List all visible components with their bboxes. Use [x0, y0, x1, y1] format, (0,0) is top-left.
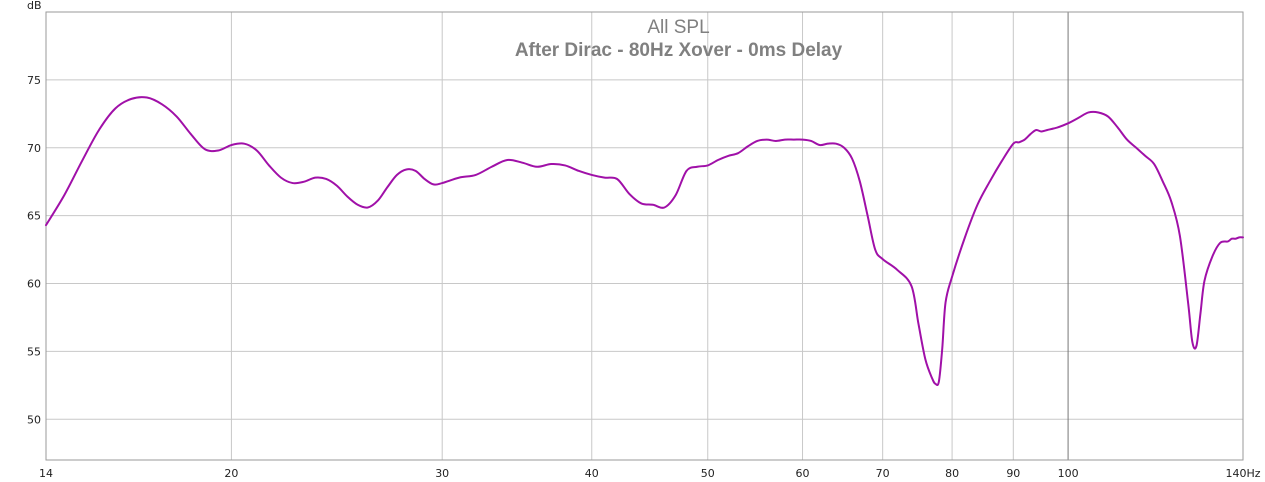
spl-series-line	[45, 96, 1244, 386]
y-tick-label: 75	[27, 74, 41, 87]
y-axis-unit-label: dB	[27, 0, 42, 12]
x-tick-label: 14	[39, 467, 53, 480]
x-tick-label: 50	[701, 467, 715, 480]
x-tick-label: 80	[945, 467, 959, 480]
x-tick-label: 30	[435, 467, 449, 480]
ticks-layer: 50 55 60 65 70 75 14 20 30 40 50 60 70 80 90 100 140Hz	[27, 74, 1261, 480]
x-tick-label: 100	[1058, 467, 1079, 480]
series-layer	[45, 96, 1244, 386]
y-tick-label: 55	[27, 345, 41, 358]
grid-layer	[46, 12, 1243, 460]
x-tick-label: 20	[224, 467, 238, 480]
x-tick-label: 140Hz	[1225, 467, 1260, 480]
x-tick-label: 60	[796, 467, 810, 480]
y-tick-label: 60	[27, 278, 41, 291]
x-tick-label: 40	[585, 467, 599, 480]
y-tick-label: 50	[27, 413, 41, 426]
y-tick-label: 70	[27, 142, 41, 155]
chart-title: All SPL	[647, 17, 709, 38]
x-tick-label: 90	[1006, 467, 1020, 480]
chart-subtitle: After Dirac - 80Hz Xover - 0ms Delay	[515, 40, 843, 61]
x-tick-label: 70	[876, 467, 890, 480]
y-tick-label: 65	[27, 210, 41, 223]
plot-frame	[45, 11, 1244, 461]
